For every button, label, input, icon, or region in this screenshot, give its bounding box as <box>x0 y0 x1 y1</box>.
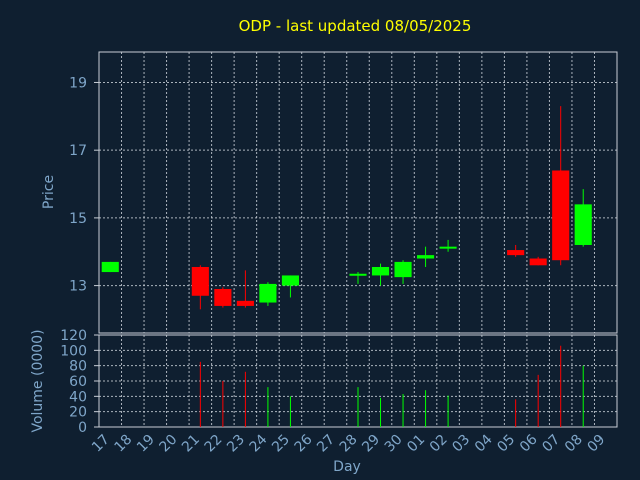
x-tick-label: 30 <box>382 432 406 456</box>
candle <box>529 256 547 266</box>
candle-body <box>349 273 367 276</box>
candle-body <box>529 258 547 266</box>
chart-title: ODP - last updated 08/05/2025 <box>239 17 472 35</box>
x-tick-label: 02 <box>427 432 451 456</box>
x-tick-label: 17 <box>89 432 113 456</box>
x-tick-label: 29 <box>359 432 383 456</box>
candle <box>349 272 367 284</box>
candle-body <box>259 283 277 303</box>
candle <box>439 239 457 252</box>
x-tick-label: 07 <box>539 432 563 456</box>
x-tick-label: 24 <box>247 432 271 456</box>
volume-tick-label: 80 <box>69 359 87 375</box>
candle-body <box>214 288 232 306</box>
x-tick-label: 04 <box>472 432 496 456</box>
price-panel-frame <box>98 51 618 334</box>
candle-body <box>439 246 457 249</box>
volume-tick-label: 120 <box>60 328 87 344</box>
x-tick-label: 20 <box>157 432 181 456</box>
volume-tick-label: 40 <box>69 389 87 405</box>
price-tick-label: 13 <box>69 279 87 295</box>
candle <box>259 282 277 306</box>
price-panel: 13 15 17 19 <box>69 51 618 334</box>
volume-tick-label: 100 <box>60 343 87 359</box>
x-tick-label: 25 <box>269 432 293 456</box>
candle <box>214 287 232 308</box>
x-tick-labels: 1718192021222324252627282930010203040506… <box>89 432 608 456</box>
x-tick-label: 28 <box>337 432 361 456</box>
candle-body <box>507 250 525 256</box>
candle-body <box>101 261 119 273</box>
price-axis-label: Price <box>41 175 57 209</box>
candle-body <box>191 266 209 296</box>
candle <box>371 263 390 286</box>
volume-axis-label: Volume (0000) <box>30 329 46 432</box>
candle-body <box>371 266 390 276</box>
x-tick-label: 26 <box>292 432 316 456</box>
candle-body <box>417 255 435 259</box>
volume-tick-label: 20 <box>69 405 87 421</box>
x-tick-label: 27 <box>314 432 338 456</box>
x-tick-label: 09 <box>584 432 608 456</box>
volume-tick-label: 0 <box>78 420 87 436</box>
x-tick-label: 22 <box>202 432 226 456</box>
price-tick-label: 15 <box>69 211 87 227</box>
candle-body <box>574 204 592 245</box>
price-tick-label: 19 <box>69 75 87 91</box>
x-tick-label: 18 <box>112 432 136 456</box>
x-tick-label: 06 <box>517 432 541 456</box>
candle <box>281 275 299 298</box>
x-tick-label: 05 <box>494 432 518 456</box>
x-tick-label: 08 <box>562 432 586 456</box>
x-tick-label: 01 <box>404 432 428 456</box>
x-tick-label: 21 <box>179 432 203 456</box>
candle <box>236 270 254 308</box>
x-tick-label: 19 <box>134 432 158 456</box>
candle <box>417 246 435 267</box>
candle <box>394 260 412 284</box>
x-tick-label: 03 <box>449 432 473 456</box>
volume-tick-label: 60 <box>69 374 87 390</box>
candle-body <box>552 170 570 261</box>
x-axis-label: Day <box>333 459 361 475</box>
candle-body <box>394 261 412 278</box>
x-tick-label: 23 <box>224 432 248 456</box>
candle <box>507 244 525 257</box>
candle-body <box>281 275 299 286</box>
candle <box>191 265 209 310</box>
candle-body <box>236 300 254 306</box>
candle <box>574 189 592 247</box>
candle <box>101 261 119 273</box>
price-tick-label: 17 <box>69 143 87 159</box>
candle <box>552 106 570 266</box>
